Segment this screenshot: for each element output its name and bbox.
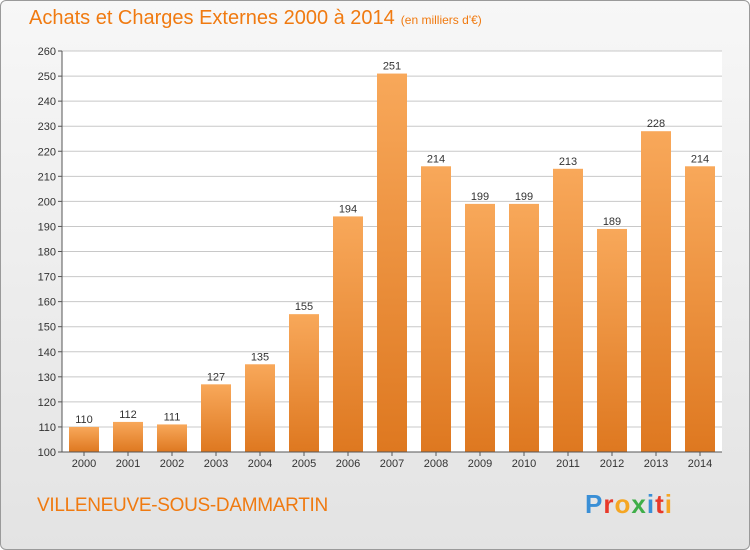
data-label: 155 (295, 301, 313, 313)
y-tick-label: 220 (38, 146, 56, 158)
data-label: 199 (515, 191, 533, 203)
x-tick-label: 2002 (160, 458, 184, 470)
y-tick-label: 120 (38, 397, 56, 409)
y-tick-label: 190 (38, 221, 56, 233)
x-tick-label: 2006 (336, 458, 360, 470)
bar (421, 166, 451, 452)
bar (69, 426, 99, 452)
data-label: 214 (691, 153, 709, 165)
y-tick-label: 180 (38, 247, 56, 259)
x-tick-label: 2004 (248, 458, 272, 470)
data-label: 251 (383, 61, 401, 73)
bar (157, 424, 187, 452)
y-tick-label: 100 (38, 447, 56, 459)
x-tick-label: 2013 (644, 458, 668, 470)
chart-title: Achats et Charges Externes 2000 à 2014 (e… (29, 7, 482, 30)
x-axis: 2000 2001 2002 2003 2004 2005 2006 2007 2008 2009… (62, 451, 722, 470)
brand-logo: Proxiti (585, 489, 673, 519)
bar (509, 203, 539, 452)
bar (113, 421, 143, 452)
bar (641, 131, 671, 452)
data-label: 111 (164, 411, 181, 423)
y-axis: 100 110 120 130 140 150 160 170 180 190 200 210 220 2… (38, 46, 63, 459)
y-tick-label: 200 (38, 196, 56, 208)
y-tick-label: 230 (38, 121, 56, 133)
y-tick-label: 240 (38, 96, 56, 108)
x-tick-label: 2014 (688, 458, 712, 470)
bar (289, 314, 319, 452)
data-label: 194 (339, 203, 357, 215)
data-label: 213 (559, 156, 577, 168)
y-tick-label: 110 (38, 422, 56, 434)
data-label: 199 (471, 191, 489, 203)
y-tick-label: 260 (38, 46, 56, 58)
bar (377, 73, 407, 453)
x-tick-label: 2005 (292, 458, 316, 470)
y-tick-label: 130 (38, 372, 56, 384)
chart-unit: (en milliers d'€) (400, 13, 482, 27)
bars: 110 112 111 127 135 155 194 251 214 199 199 213 189 2… (69, 61, 715, 453)
x-tick-label: 2001 (116, 458, 140, 470)
y-tick-label: 250 (38, 71, 56, 83)
y-tick-label: 160 (38, 297, 56, 309)
bar (245, 364, 275, 452)
y-tick-label: 210 (38, 171, 56, 183)
x-tick-label: 2008 (424, 458, 448, 470)
x-tick-label: 2011 (556, 458, 580, 470)
data-label: 214 (427, 153, 445, 165)
x-tick-label: 2012 (600, 458, 624, 470)
bar (553, 168, 583, 452)
data-label: 135 (251, 351, 269, 363)
data-label: 228 (647, 118, 665, 130)
bar (333, 216, 363, 452)
x-tick-label: 2010 (512, 458, 536, 470)
bar (201, 384, 231, 452)
x-tick-label: 2000 (72, 458, 96, 470)
city-name: VILLENEUVE-SOUS-DAMMARTIN (37, 495, 328, 516)
bar (465, 203, 495, 452)
y-tick-label: 140 (38, 347, 56, 359)
bar (597, 228, 627, 452)
data-label: 127 (207, 371, 225, 383)
x-tick-label: 2007 (380, 458, 404, 470)
chart-title-text: Achats et Charges Externes 2000 à 2014 (29, 7, 395, 29)
y-tick-label: 150 (38, 322, 56, 334)
data-label: 110 (75, 414, 93, 426)
data-label: 189 (603, 216, 621, 228)
bar (685, 166, 715, 452)
x-tick-label: 2003 (204, 458, 228, 470)
y-tick-label: 170 (38, 272, 56, 284)
x-tick-label: 2009 (468, 458, 492, 470)
data-label: 112 (119, 409, 137, 421)
